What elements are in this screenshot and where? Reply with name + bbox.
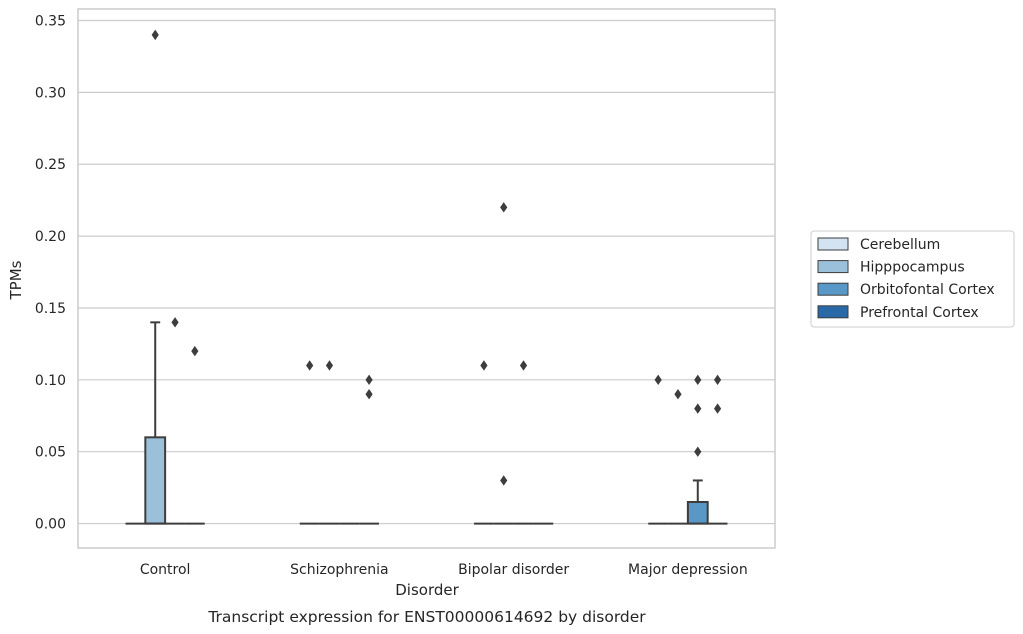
plot-border xyxy=(77,8,776,549)
outlier-point xyxy=(713,403,722,414)
legend-label: Cerebellum xyxy=(860,237,940,253)
box-2-3 xyxy=(686,479,709,525)
x-tick-label: Control xyxy=(140,562,191,578)
legend-swatch xyxy=(817,237,849,251)
y-tick-label: 0.10 xyxy=(35,373,66,389)
x-tick-label: Schizophrenia xyxy=(290,562,388,578)
outlier-point xyxy=(191,345,199,357)
x-tick-label: Bipolar disorder xyxy=(458,562,569,578)
outlier-point xyxy=(713,374,722,386)
outlier-point xyxy=(694,403,702,414)
outlier-point xyxy=(306,360,314,371)
y-tick-label: 0.15 xyxy=(35,301,66,317)
legend-swatch xyxy=(817,282,849,296)
legend-frame xyxy=(810,230,1015,328)
y-axis-title: TPMs xyxy=(7,260,25,300)
outlier-point xyxy=(365,374,373,386)
x-tick-label: Major depression xyxy=(628,562,748,578)
y-tick-label: 0.25 xyxy=(35,157,66,173)
y-tick-label: 0.30 xyxy=(35,85,66,101)
y-tick-labels: 0.00 0.05 0.10 0.15 0.20 0.25 0.30 0.35 xyxy=(35,13,66,532)
x-tick-labels: Control Schizophrenia Bipolar disorder Majo… xyxy=(140,562,748,578)
gridlines xyxy=(78,19,775,525)
box-body xyxy=(144,436,167,525)
outlier-point xyxy=(519,360,528,371)
outlier-point xyxy=(365,389,373,400)
outlier-point xyxy=(674,389,682,400)
legend-swatch xyxy=(817,305,849,319)
outlier-point xyxy=(325,360,334,371)
outliers xyxy=(151,29,722,486)
legend: Cerebellum Hipppocampus Orbitofontal Corte… xyxy=(810,230,1015,328)
plot-frame xyxy=(77,8,776,549)
legend-label: Prefrontal Cortex xyxy=(860,305,979,321)
y-tick-label: 0.35 xyxy=(35,13,66,29)
outlier-point xyxy=(654,374,662,386)
outlier-point xyxy=(171,317,179,328)
outlier-point xyxy=(151,29,159,41)
y-tick-label: 0.00 xyxy=(35,517,66,533)
outlier-point xyxy=(500,202,508,213)
x-axis-title: Disorder xyxy=(395,581,459,599)
box-1-0 xyxy=(144,321,167,525)
outlier-point xyxy=(694,374,702,386)
box-plots xyxy=(125,321,728,525)
legend-label: Hipppocampus xyxy=(860,260,965,276)
box-body xyxy=(686,501,709,525)
chart-caption: Transcript expression for ENST0000061469… xyxy=(207,608,646,626)
outlier-point xyxy=(480,360,488,371)
y-tick-label: 0.20 xyxy=(35,229,66,245)
legend-label: Orbitofontal Cortex xyxy=(860,282,995,298)
legend-swatch xyxy=(817,260,849,274)
y-tick-label: 0.05 xyxy=(35,445,66,461)
outlier-point xyxy=(500,475,508,486)
outlier-point xyxy=(694,446,702,457)
